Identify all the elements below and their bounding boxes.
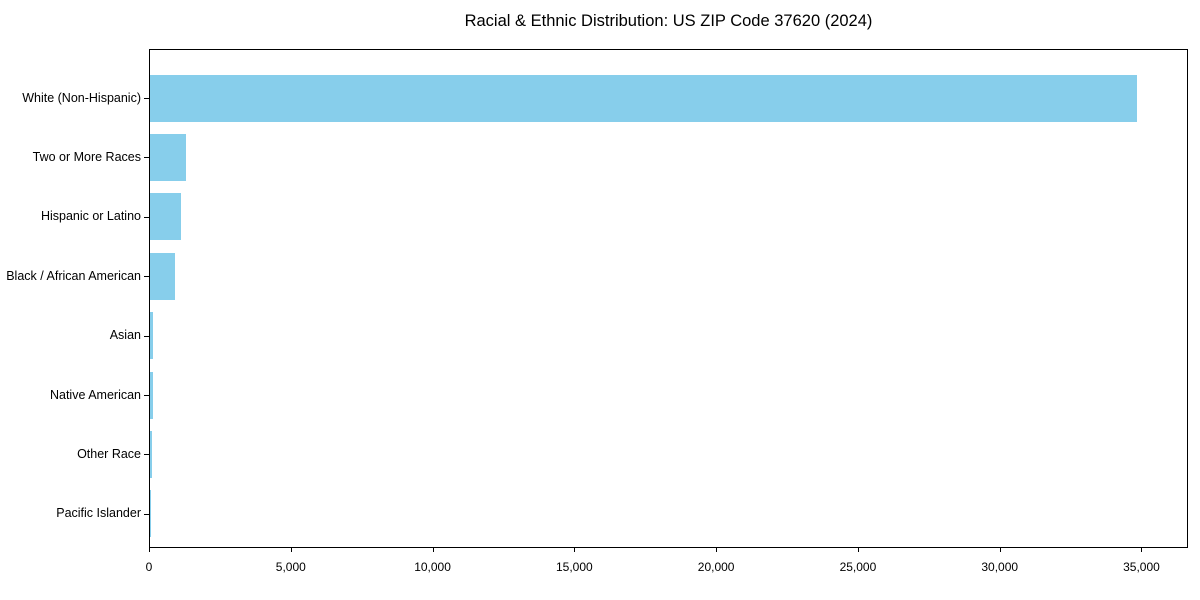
y-axis-tick bbox=[144, 98, 149, 99]
x-axis-tick-label: 5,000 bbox=[275, 560, 306, 574]
chart-title: Racial & Ethnic Distribution: US ZIP Cod… bbox=[464, 12, 873, 30]
x-axis-tick-label: 0 bbox=[145, 560, 153, 574]
x-axis-tick bbox=[149, 548, 150, 552]
y-axis-category-label: Two or More Races bbox=[32, 149, 141, 164]
x-axis-tick bbox=[574, 548, 576, 552]
x-axis-tick-label: 35,000 bbox=[1123, 560, 1160, 574]
x-axis-tick bbox=[857, 548, 859, 552]
y-axis-tick bbox=[144, 513, 149, 515]
y-axis-category-label: Black / African American bbox=[6, 268, 141, 283]
y-axis-tick bbox=[144, 157, 149, 159]
bar bbox=[150, 193, 181, 241]
y-axis-tick bbox=[144, 216, 149, 218]
y-axis-tick bbox=[144, 335, 149, 337]
y-axis-tick bbox=[144, 395, 149, 396]
x-axis-tick bbox=[999, 548, 1001, 552]
y-axis-category-label: Pacific Islander bbox=[56, 506, 141, 521]
bar bbox=[150, 430, 153, 478]
y-axis-category-label: Native American bbox=[49, 387, 141, 402]
bar bbox=[150, 312, 154, 360]
x-axis-tick-label: 30,000 bbox=[981, 560, 1019, 574]
bar bbox=[150, 74, 1137, 122]
x-axis-tick bbox=[716, 548, 718, 552]
x-axis-tick bbox=[432, 548, 434, 552]
x-axis-tick bbox=[290, 548, 292, 552]
y-axis-tick bbox=[144, 454, 149, 456]
x-axis-tick-label: 10,000 bbox=[414, 560, 451, 574]
x-axis-tick bbox=[1141, 548, 1143, 552]
y-axis-tick bbox=[144, 276, 149, 278]
y-axis-category-label: Asian bbox=[109, 328, 141, 343]
x-axis-tick-label: 25,000 bbox=[839, 560, 877, 574]
x-axis-tick-label: 20,000 bbox=[697, 560, 735, 574]
bar bbox=[150, 133, 187, 181]
bar bbox=[150, 371, 154, 419]
bar bbox=[150, 252, 175, 300]
y-axis-category-label: Hispanic or Latino bbox=[40, 209, 141, 224]
y-axis-category-label: Other Race bbox=[77, 446, 141, 461]
x-axis-tick-label: 15,000 bbox=[555, 560, 593, 574]
plot-area bbox=[149, 49, 1188, 548]
y-axis-category-label: White (Non-Hispanic) bbox=[22, 90, 141, 105]
